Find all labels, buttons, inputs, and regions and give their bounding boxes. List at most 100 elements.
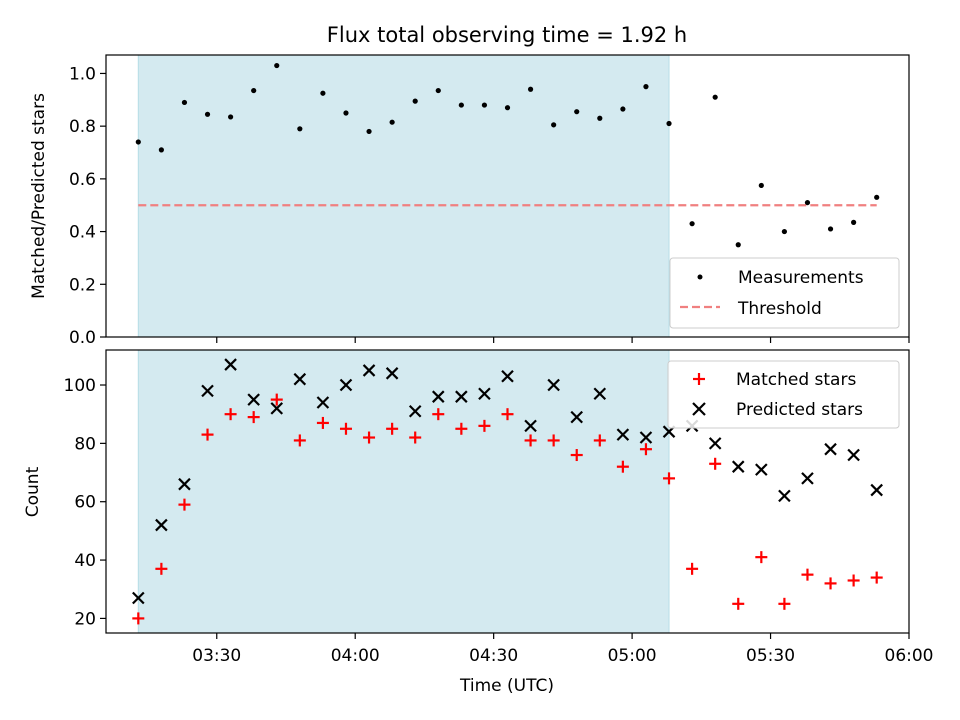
matched-star-point-0428	[478, 419, 491, 432]
measurement-point-0433	[504, 105, 511, 111]
matched-star-point-0423	[455, 422, 468, 435]
predicted-star-point-0453	[593, 387, 607, 401]
measurement-point-0518	[712, 94, 718, 100]
matched-star-point-0348	[293, 434, 306, 447]
top-y-ticks: 0.0 0.2 0.4 0.6 0.8 1.0	[69, 64, 106, 348]
predicted-star-point-0358	[339, 378, 353, 392]
matched-star-point-0523	[732, 597, 745, 610]
measurement-point-0548	[851, 219, 857, 225]
matched-stars-points	[132, 393, 883, 625]
matched-star-point-0328	[201, 428, 214, 441]
bottom-x-ticks: 03:30 04:00 04:30 05:00 05:30 06:00	[192, 633, 934, 666]
matched-star-point-0358	[339, 422, 352, 435]
predicted-star-point-0543	[824, 442, 837, 456]
matched-star-point-0413	[409, 431, 422, 444]
measurement-point-0428	[481, 102, 488, 108]
predicted-star-point-0518	[708, 437, 722, 450]
predicted-star-point-0443	[547, 378, 560, 392]
top-axes-frame	[105, 54, 910, 338]
predicted-star-point-0403	[362, 364, 376, 377]
matched-star-point-0353	[316, 416, 329, 429]
chart-title: Flux total observing time = 1.92 h	[327, 23, 687, 47]
measurement-point-0458	[620, 106, 626, 112]
predicted-star-point-0323	[178, 477, 191, 491]
predicted-star-point-0318	[155, 518, 168, 532]
predicted-star-point-0533	[778, 489, 791, 503]
legend-label-matched: Matched stars	[736, 370, 856, 390]
bottom-legend: Matched stars Predicted stars	[667, 360, 900, 429]
measurement-point-0408	[389, 119, 395, 125]
predicted-star-point-0538	[801, 472, 814, 485]
measurement-point-0443	[551, 122, 557, 128]
measurement-point-0313	[135, 139, 141, 145]
matched-star-point-0513	[686, 562, 699, 575]
predicted-star-point-0413	[408, 404, 422, 418]
predicted-star-point-0523	[731, 460, 745, 473]
matched-star-point-0323	[178, 498, 191, 511]
measurement-point-0513	[689, 221, 695, 227]
x-tick-label: 03:30	[192, 646, 241, 666]
measurement-point-0543	[827, 226, 834, 232]
measurement-point-0523	[735, 242, 741, 248]
measurement-point-0338	[251, 87, 257, 94]
matched-star-point-0503	[639, 443, 652, 456]
measurement-point-0453	[597, 115, 603, 121]
top-legend: Measurements Threshold	[669, 257, 900, 329]
predicted-star-point-0348	[293, 372, 307, 386]
bottom-y-axis-label: Count	[23, 466, 43, 517]
predicted-star-point-0438	[524, 419, 537, 433]
matched-star-point-0548	[847, 574, 860, 587]
measurement-point-0508	[666, 120, 672, 127]
measurement-point-0533	[781, 228, 787, 235]
predicted-star-point-0338	[247, 393, 260, 406]
top-y-tick-label: 0.4	[69, 223, 96, 243]
matched-star-point-0553	[870, 571, 883, 584]
measurement-point-0438	[527, 86, 534, 92]
x-tick-label: 04:30	[469, 646, 518, 666]
bottom-y-tick-label: 80	[74, 434, 96, 454]
measurement-point-0333	[228, 114, 234, 120]
measurement-point-0328	[204, 111, 211, 117]
predicted-star-point-0458	[616, 428, 630, 441]
measurement-point-0348	[297, 126, 303, 132]
measurement-point-0528	[758, 182, 764, 189]
bottom-y-tick-label: 100	[64, 376, 96, 396]
matched-star-point-0538	[801, 568, 814, 581]
matched-star-point-0343	[270, 393, 283, 406]
matched-star-point-0338	[247, 411, 260, 424]
measurement-point-0423	[458, 102, 464, 108]
x-tick-label: 04:00	[331, 646, 380, 666]
measurement-point-0323	[181, 99, 188, 106]
measurement-points	[135, 62, 880, 248]
measurement-point-0358	[343, 110, 349, 116]
bottom-observing-window-shade	[137, 349, 670, 634]
predicted-star-point-0448	[570, 410, 584, 424]
matched-star-point-0508	[663, 472, 676, 485]
legend-dot-marker	[697, 274, 703, 280]
predicted-star-point-0408	[385, 367, 399, 380]
measurement-point-0553	[874, 194, 880, 200]
measurement-point-0403	[366, 128, 372, 135]
top-y-tick-label: 0.8	[69, 117, 96, 137]
measurement-point-0448	[574, 109, 580, 115]
predicted-star-point-0423	[455, 390, 468, 403]
predicted-star-point-0333	[224, 358, 237, 371]
top-observing-window-shade	[137, 54, 670, 338]
shaded-interval	[137, 54, 670, 338]
x-tick-label: 05:00	[608, 646, 657, 666]
legend-label-measurements: Measurements	[738, 268, 864, 288]
measurement-point-0538	[804, 199, 811, 206]
shaded-interval	[137, 349, 670, 634]
matched-star-point-0518	[709, 457, 722, 470]
bottom-y-tick-label: 40	[74, 551, 96, 571]
matched-star-point-0438	[524, 434, 537, 447]
bottom-y-tick-label: 20	[74, 609, 96, 629]
matched-star-point-0333	[224, 408, 237, 421]
predicted-star-point-0328	[201, 384, 214, 398]
bottom-y-tick-label: 60	[74, 493, 96, 513]
top-y-tick-label: 0.2	[69, 275, 96, 295]
top-y-tick-label: 0.6	[69, 170, 96, 190]
top-y-tick-label: 1.0	[69, 64, 96, 84]
predicted-star-point-0528	[755, 463, 768, 476]
